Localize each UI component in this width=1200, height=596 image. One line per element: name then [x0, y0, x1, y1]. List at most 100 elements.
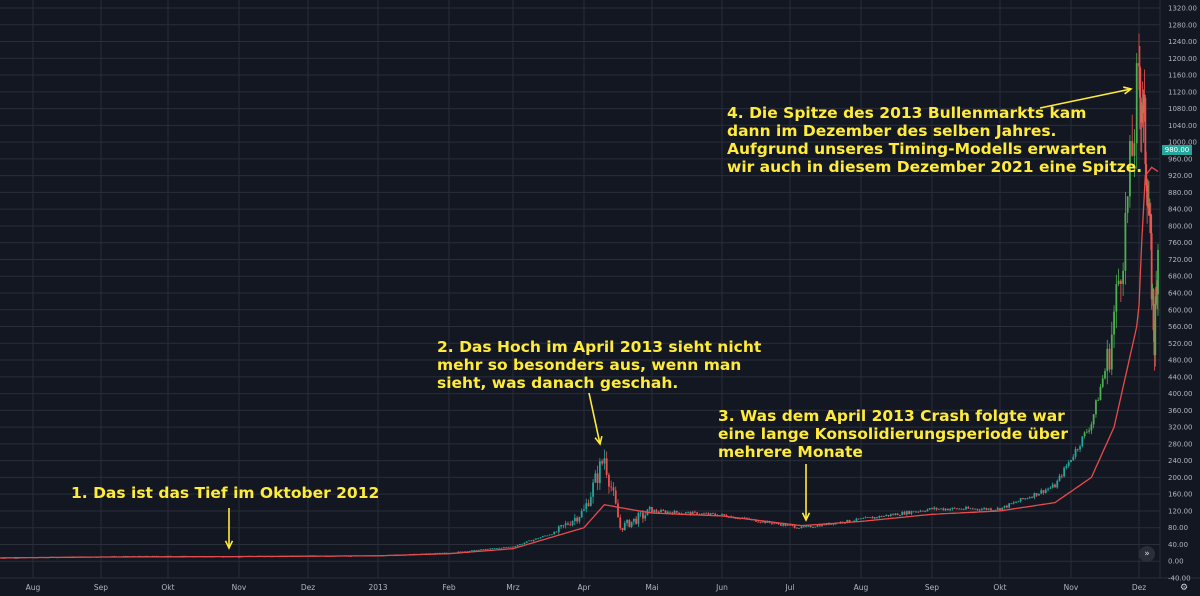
y-tick-label: 760.00 — [1168, 239, 1193, 247]
candle-body — [712, 513, 714, 514]
x-tick-label: Jun — [715, 583, 728, 592]
candle-body — [619, 517, 622, 529]
candle-body — [601, 461, 604, 464]
candle-body — [608, 474, 610, 487]
candle-body — [480, 549, 482, 551]
candle-body — [734, 518, 737, 519]
candle-body — [689, 512, 692, 515]
candle-body — [873, 517, 876, 519]
x-tick-label: Aug — [26, 583, 41, 592]
candle-body — [1108, 348, 1111, 370]
scroll-to-realtime-button[interactable]: » — [1139, 546, 1155, 562]
candle-body — [596, 473, 599, 483]
candle-body — [944, 508, 947, 511]
candle-body — [985, 508, 988, 510]
candle-body — [1026, 498, 1029, 500]
candle-body — [567, 523, 569, 525]
candle-body — [548, 534, 551, 536]
candle-body — [585, 503, 588, 510]
candle-body — [637, 513, 640, 524]
candle-body — [1154, 303, 1157, 356]
candle-body — [438, 552, 441, 554]
candle-body — [1028, 497, 1031, 499]
y-tick-label: 680.00 — [1168, 273, 1193, 281]
candle-body — [1149, 213, 1152, 234]
x-tick-label: 2013 — [368, 583, 387, 592]
x-tick-label: Sep — [925, 583, 939, 592]
candle-body — [1135, 63, 1138, 144]
candle-body — [521, 543, 524, 545]
candle-body — [894, 513, 897, 516]
y-axis[interactable]: 1320.00 1280.00 1240.00 1200.00 1160.00 1120.… — [1168, 5, 1197, 583]
y-tick-label: 920.00 — [1168, 172, 1193, 180]
x-axis[interactable]: Aug Sep Okt Nov Dez 2013 Feb Mrz Apr Mai Jun Jul Aug… — [26, 583, 1147, 592]
candle-body — [1122, 270, 1125, 284]
candle-body — [1063, 467, 1066, 477]
candle-body — [1012, 502, 1015, 504]
y-tick-label: 320.00 — [1168, 424, 1193, 432]
candle-body — [621, 528, 624, 531]
x-tick-label: Aug — [854, 583, 869, 592]
candle-body — [1097, 400, 1100, 401]
candle-body — [921, 510, 924, 512]
candle-body — [587, 503, 590, 506]
x-tick-label: Okt — [993, 583, 1006, 592]
candle-body — [489, 548, 492, 550]
candle-body — [703, 513, 705, 515]
candle-body — [965, 507, 967, 510]
y-tick-label: 120.00 — [1168, 507, 1193, 515]
candle-body — [1092, 414, 1095, 425]
candle-body — [937, 508, 940, 510]
candle-body — [992, 510, 995, 511]
annotation-consolidation: 3. Was dem April 2013 Crash folgte war e… — [718, 407, 1068, 461]
candle-body — [1150, 233, 1153, 300]
y-tick-label: 520.00 — [1168, 340, 1193, 348]
candle-body — [512, 546, 514, 548]
candle-body — [1129, 141, 1131, 197]
chart-settings-icon[interactable]: ⚙ — [1179, 583, 1189, 593]
candle-body — [626, 519, 628, 523]
candle-body — [1081, 436, 1084, 447]
candle-body — [578, 517, 581, 522]
candle-body — [1113, 311, 1115, 335]
candle-body — [564, 523, 567, 526]
candle-body — [589, 496, 592, 506]
candle-body — [525, 541, 528, 543]
candle-body — [509, 546, 512, 548]
candle-body — [1042, 490, 1045, 493]
candle-body — [532, 539, 535, 542]
candle-body — [655, 510, 658, 512]
candle-body — [976, 508, 979, 510]
candle-body — [775, 523, 778, 524]
candle-body — [1001, 507, 1004, 511]
candle-body — [793, 525, 796, 528]
candle-body — [644, 515, 647, 519]
candle-body — [1003, 505, 1006, 508]
candle-body — [691, 511, 694, 515]
candle-body — [505, 547, 508, 548]
candle-body — [862, 518, 865, 519]
candle-body — [784, 524, 787, 526]
candle-body — [491, 548, 494, 550]
candle-body — [816, 525, 819, 527]
x-tick-label: Nov — [1064, 583, 1079, 592]
arrow-december-peak — [1039, 88, 1132, 109]
annotation-april-2013-high: 2. Das Hoch im April 2013 sieht nicht me… — [437, 338, 762, 392]
candle-body — [892, 514, 894, 516]
y-tick-label: 40.00 — [1168, 541, 1188, 549]
candle-body — [974, 508, 976, 510]
candle-body — [723, 514, 726, 516]
candle-body — [926, 509, 929, 512]
candle-body — [1072, 456, 1075, 460]
candle-body — [475, 549, 478, 551]
candle-body — [1131, 141, 1134, 156]
candle-body — [789, 524, 791, 526]
candle-body — [830, 523, 833, 525]
candle-body — [434, 553, 437, 554]
y-tick-label: 1000.00 — [1168, 139, 1197, 147]
candle-body — [457, 551, 460, 553]
candle-body — [996, 508, 999, 510]
candle-body — [935, 507, 938, 510]
candle-body — [1049, 487, 1052, 489]
